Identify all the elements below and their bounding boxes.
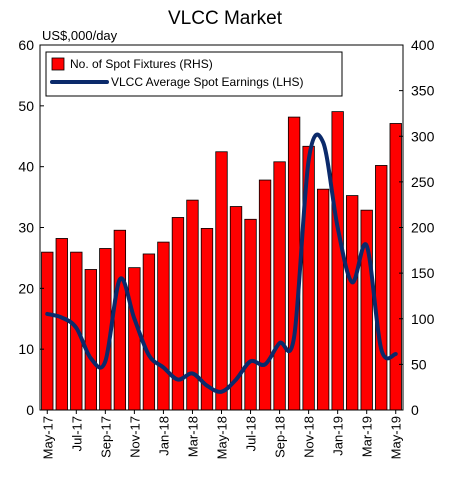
bar-Feb-19 <box>346 195 359 411</box>
bar-Aug-18 <box>258 179 272 411</box>
bar-Jun-17 <box>55 238 68 411</box>
bar-Sep-18 <box>273 161 286 411</box>
right-tick-label-300: 300 <box>411 128 435 144</box>
legend-bar-label: No. of Spot Fixtures (RHS) <box>70 57 213 71</box>
bar-Dec-18 <box>316 188 330 411</box>
bar-Jan-18 <box>157 241 170 411</box>
x-tick-label-Nov-17: Nov-17 <box>127 416 142 458</box>
legend-line-label: VLCC Average Spot Earnings (LHS) <box>111 75 304 89</box>
bar-Nov-17 <box>128 267 141 411</box>
legend-box <box>45 51 343 97</box>
bar-Aug-17 <box>84 269 97 411</box>
x-tick-label-May-17: May-17 <box>40 416 55 459</box>
x-tick-label-May-18: May-18 <box>215 416 230 459</box>
left-tick-label-30: 30 <box>18 220 34 236</box>
bar-May-19 <box>389 123 402 411</box>
x-tick-label-Jan-19: Jan-19 <box>331 416 346 456</box>
x-tick-label-Jan-18: Jan-18 <box>156 416 171 456</box>
legend-bar-swatch <box>51 57 65 71</box>
right-tick-label-250: 250 <box>411 174 435 190</box>
x-tick-label-Sep-17: Sep-17 <box>98 416 113 458</box>
bar-Mar-19 <box>360 209 373 411</box>
bar-May-18 <box>215 151 228 411</box>
bar-May-17 <box>41 251 54 411</box>
right-tick-label-350: 350 <box>411 83 435 99</box>
left-tick-label-60: 60 <box>18 37 34 53</box>
left-axis-unit-label: US$,000/day <box>42 28 118 43</box>
right-tick-label-50: 50 <box>411 356 427 372</box>
x-tick-label-Nov-18: Nov-18 <box>302 416 317 458</box>
chart-legend: No. of Spot Fixtures (RHS) VLCC Average … <box>45 51 343 97</box>
right-tick-label-150: 150 <box>411 265 435 281</box>
bar-Mar-18 <box>186 199 199 411</box>
bar-Jul-18 <box>244 218 257 411</box>
bar-Oct-18 <box>287 116 301 411</box>
left-tick-label-20: 20 <box>18 280 34 296</box>
x-tick-label-Mar-18: Mar-18 <box>185 416 200 457</box>
earnings-line <box>45 132 398 394</box>
chart-title: VLCC Market <box>168 8 283 29</box>
x-tick-label-May-19: May-19 <box>389 416 404 459</box>
x-tick-label-Jul-17: Jul-17 <box>69 416 84 451</box>
bar-Oct-17 <box>113 229 127 411</box>
bar-Apr-19 <box>375 165 388 411</box>
left-tick-label-10: 10 <box>18 341 34 357</box>
left-tick-label-40: 40 <box>18 159 34 175</box>
x-tick-label-Sep-18: Sep-18 <box>273 416 288 458</box>
left-tick-label-0: 0 <box>26 402 34 418</box>
bar-Dec-17 <box>142 253 156 411</box>
x-tick-label-Jul-18: Jul-18 <box>244 416 259 451</box>
bar-Jan-19 <box>331 111 344 411</box>
right-tick-label-200: 200 <box>411 220 435 236</box>
right-tick-label-400: 400 <box>411 37 435 53</box>
left-tick-label-50: 50 <box>18 98 34 114</box>
right-tick-label-0: 0 <box>411 402 419 418</box>
right-tick-label-100: 100 <box>411 311 435 327</box>
plot-area: 0 10 20 30 40 50 60 0 50 100 150 200 250 300 350 400 May… <box>18 37 434 459</box>
x-tick-label-Mar-19: Mar-19 <box>360 416 375 457</box>
